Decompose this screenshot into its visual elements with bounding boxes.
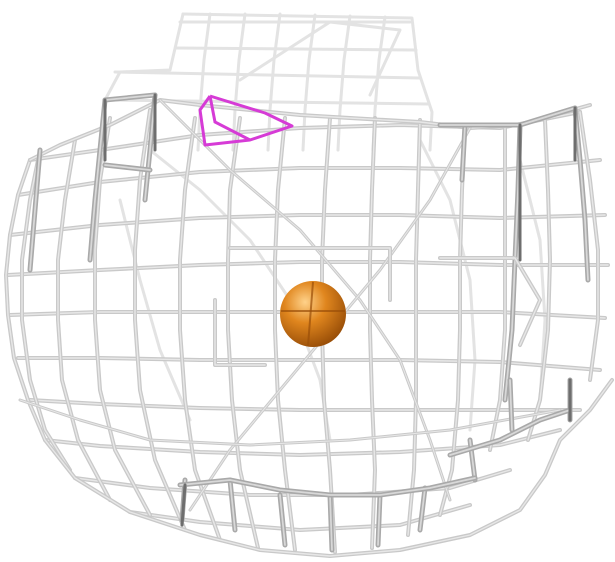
mesh-cap-diagonal <box>238 20 402 97</box>
mesh-front-column-highlight <box>229 479 236 531</box>
mesh-inner-curve <box>118 198 192 422</box>
mesh-cap-column <box>196 12 212 152</box>
mesh-grid-column-highlight <box>489 127 506 451</box>
mesh-outer-contour-highlight <box>5 159 613 557</box>
mesh-inner-curve <box>148 148 332 442</box>
mesh-front-column-highlight <box>89 99 106 261</box>
mesh-grid-column-highlight <box>274 117 296 551</box>
mesh-cap-row <box>174 46 418 52</box>
mesh-grid-row-highlight <box>7 261 609 276</box>
mesh-frame-highlight <box>229 247 391 301</box>
mesh-frame-highlight <box>214 299 266 366</box>
mesh-front-column-highlight <box>329 494 333 551</box>
mesh-diagonal-highlight <box>19 399 561 446</box>
mesh-grid-row-highlight <box>74 469 511 496</box>
mesh-grid-column-highlight <box>527 119 551 441</box>
mesh-grid-column-highlight <box>134 109 186 531</box>
wireframe-mesh-back-layer <box>103 12 547 442</box>
mesh-grid-row-highlight <box>9 214 606 236</box>
mesh-grid-column-highlight <box>57 139 111 501</box>
mesh-grid-row-highlight <box>17 357 601 371</box>
mesh-front-column-highlight <box>144 94 156 201</box>
mesh-front-column-highlight <box>419 487 426 531</box>
mesh-front-column-highlight <box>279 494 286 546</box>
mesh-front-column-highlight <box>509 379 513 431</box>
mesh-grid-column-highlight <box>439 124 466 516</box>
mesh-front-row-highlight <box>179 477 476 496</box>
mesh-grid-column-highlight <box>579 111 599 381</box>
mesh-front-row-highlight <box>104 94 156 101</box>
mesh-front-row-highlight <box>449 409 571 456</box>
orange-atom-sphere[interactable] <box>280 281 346 347</box>
mesh-cap-column <box>336 14 352 152</box>
mesh-cap-outline <box>103 12 185 102</box>
mesh-cap-column <box>231 12 247 152</box>
mesh-grid-column-highlight <box>21 149 71 471</box>
mesh-front-column-highlight <box>461 124 466 181</box>
mesh-front-row-highlight <box>104 164 151 171</box>
mesh-cap-row <box>113 70 422 80</box>
mesh-front-column-highlight <box>574 107 589 281</box>
atom-sphere-icon[interactable] <box>280 281 346 347</box>
mesh-grid-column-highlight <box>179 117 221 541</box>
mesh-grid-column-highlight <box>369 117 376 549</box>
mesh-cap-column <box>301 13 317 152</box>
mesh-grid-column-highlight <box>94 117 151 516</box>
mesh-front-column-highlight <box>377 494 381 546</box>
selection-marker-icon[interactable] <box>198 94 294 147</box>
mesh-grid-column-highlight <box>407 119 421 536</box>
mesh-grid-column-highlight <box>227 117 259 549</box>
selection-marker-edge <box>208 95 251 142</box>
mesh-inner-curve <box>518 158 547 402</box>
mesh-edge-accent <box>180 483 187 527</box>
mesh-front-column-highlight <box>29 149 41 271</box>
mesh-diagonal-highlight <box>159 99 451 501</box>
sphere-crossing-edge <box>307 281 314 347</box>
wireframe-mesh-front-layer <box>27 92 591 553</box>
mesh-grid-row-highlight <box>44 429 561 456</box>
mesh-frame-highlight <box>439 257 541 346</box>
